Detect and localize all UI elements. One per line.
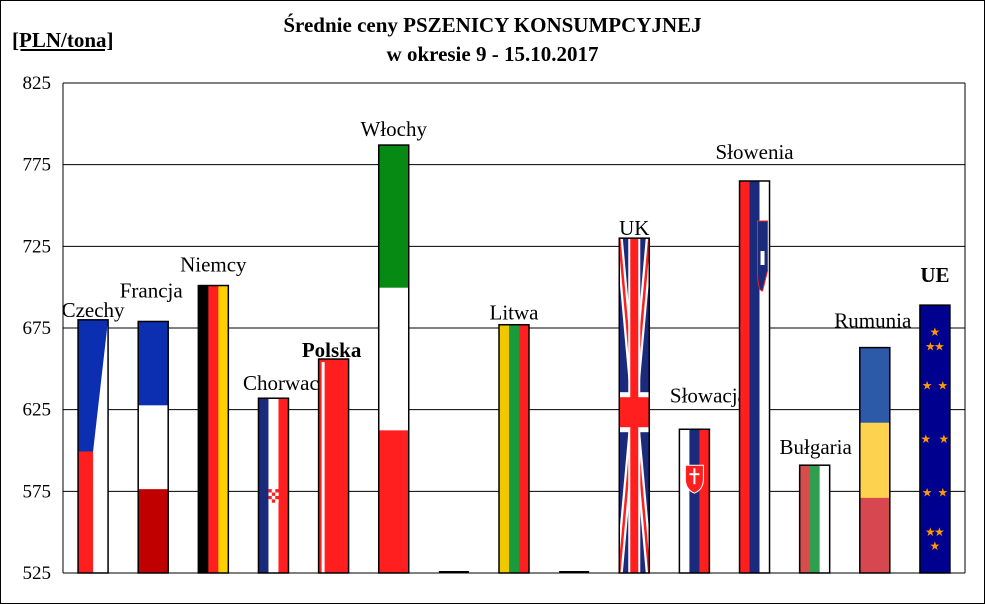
- category-label: Polska: [302, 338, 362, 362]
- category-label: Francja: [120, 278, 184, 302]
- y-axis-unit-label: [PLN/tona]: [12, 28, 114, 52]
- y-tick-label: 625: [23, 400, 52, 421]
- category-label: Niemcy: [180, 253, 247, 277]
- y-tick-label: 525: [23, 563, 52, 584]
- bar-niemcy: [198, 285, 229, 573]
- svg-text:★: ★: [939, 432, 950, 446]
- svg-text:★: ★: [925, 525, 936, 539]
- bar-francja: [138, 321, 169, 574]
- bar-outline: [257, 397, 290, 574]
- bar-chorwacja: [258, 398, 289, 573]
- bar-ue: ★★★★★★★★★★★★: [919, 305, 950, 573]
- category-label: Litwa: [490, 301, 540, 325]
- svg-text:★: ★: [925, 339, 936, 353]
- bar-outline: [798, 464, 831, 574]
- bar-outline: [738, 180, 771, 574]
- bar-outline: [618, 237, 651, 574]
- svg-text:★: ★: [937, 486, 948, 500]
- svg-text:★: ★: [934, 339, 945, 353]
- svg-text:★: ★: [930, 539, 941, 553]
- bar-słowacja: [679, 429, 710, 573]
- category-label: UK: [619, 216, 649, 240]
- category-label: Czechy: [62, 298, 125, 322]
- bar-outline: [919, 304, 951, 574]
- bar-outline: [77, 319, 109, 574]
- bar-outline: [678, 428, 711, 574]
- chart-title-line-2: w okresie 9 - 15.10.2017: [386, 42, 599, 66]
- bar-słowenia: [739, 181, 770, 573]
- category-label: UE: [920, 263, 949, 287]
- bar-czechy: [78, 319, 109, 573]
- svg-text:★: ★: [934, 525, 945, 539]
- bar-litwa: [499, 324, 529, 573]
- y-tick-label: 825: [23, 73, 52, 94]
- bar-rumunia: [859, 347, 890, 573]
- bar-polska: [318, 359, 349, 573]
- y-tick-label: 725: [23, 236, 52, 257]
- bar-outline: [859, 346, 891, 574]
- bar-outline: [317, 358, 350, 574]
- svg-text:★: ★: [922, 486, 933, 500]
- category-label: Bułgaria: [780, 435, 853, 459]
- y-tick-label: 575: [23, 481, 52, 502]
- svg-text:★: ★: [930, 325, 941, 339]
- bar-włochy: [378, 145, 409, 573]
- y-tick-label: 675: [23, 318, 52, 339]
- bar-uk: [619, 238, 650, 574]
- category-label: Słowacja: [670, 383, 748, 407]
- category-label: Rumunia: [834, 309, 912, 333]
- svg-text:★: ★: [937, 378, 948, 392]
- chart-title-line-1: Średnie ceny PSZENICY KONSUMPCYJNEJ: [283, 13, 702, 37]
- category-label: Włochy: [360, 117, 427, 141]
- bar-outline: [197, 284, 230, 574]
- category-label: Słowenia: [715, 140, 794, 164]
- bar-bułgaria: [799, 465, 830, 573]
- bar-outline: [137, 320, 169, 574]
- y-tick-label: 775: [23, 155, 52, 176]
- bar-outline: [377, 144, 410, 574]
- svg-text:★: ★: [922, 378, 933, 392]
- svg-text:★: ★: [921, 432, 932, 446]
- bar-outline: [498, 323, 530, 574]
